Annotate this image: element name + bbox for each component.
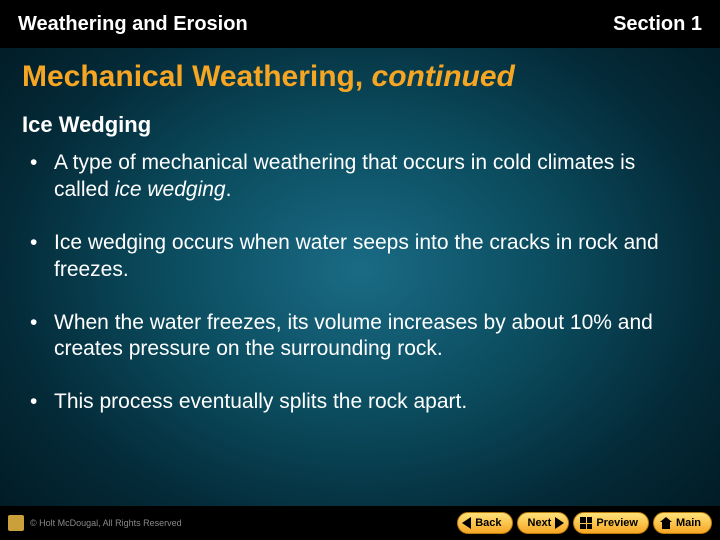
preview-button[interactable]: Preview — [573, 512, 649, 534]
preview-label: Preview — [596, 517, 638, 529]
list-item: This process eventually splits the rock … — [30, 389, 680, 416]
slide-title: Mechanical Weathering, continued — [22, 60, 515, 94]
list-item: Ice wedging occurs when water seeps into… — [30, 230, 680, 284]
slide: Weathering and Erosion Section 1 Mechani… — [0, 0, 720, 540]
arrow-right-icon — [555, 517, 564, 529]
header-chapter-title: Weathering and Erosion — [18, 13, 248, 36]
grid-icon — [580, 517, 592, 529]
list-item: When the water freezes, its volume incre… — [30, 310, 680, 364]
home-icon — [660, 517, 672, 529]
next-button[interactable]: Next — [517, 512, 570, 534]
bullet-text: Ice wedging occurs when water seeps into… — [54, 231, 659, 281]
main-label: Main — [676, 517, 701, 529]
bullet-list: A type of mechanical weathering that occ… — [30, 150, 680, 442]
publisher-logo-icon — [8, 515, 24, 531]
bullet-emphasis: ice wedging — [115, 178, 226, 201]
title-main: Mechanical Weathering, — [22, 60, 372, 93]
arrow-left-icon — [462, 517, 471, 529]
header-bar: Weathering and Erosion Section 1 — [0, 0, 720, 48]
nav-buttons: Back Next Preview Main — [457, 512, 712, 534]
header-section: Section 1 — [613, 13, 702, 36]
bullet-text: This process eventually splits the rock … — [54, 390, 467, 413]
title-continued: continued — [372, 60, 515, 93]
copyright: © Holt McDougal, All Rights Reserved — [8, 515, 182, 531]
footer-bar: © Holt McDougal, All Rights Reserved Bac… — [0, 506, 720, 540]
slide-subtitle: Ice Wedging — [22, 112, 151, 138]
copyright-text: © Holt McDougal, All Rights Reserved — [30, 518, 182, 528]
main-button[interactable]: Main — [653, 512, 712, 534]
bullet-text: . — [226, 178, 232, 201]
back-button[interactable]: Back — [457, 512, 512, 534]
back-label: Back — [475, 517, 501, 529]
list-item: A type of mechanical weathering that occ… — [30, 150, 680, 204]
bullet-text: When the water freezes, its volume incre… — [54, 311, 653, 361]
next-label: Next — [528, 517, 552, 529]
